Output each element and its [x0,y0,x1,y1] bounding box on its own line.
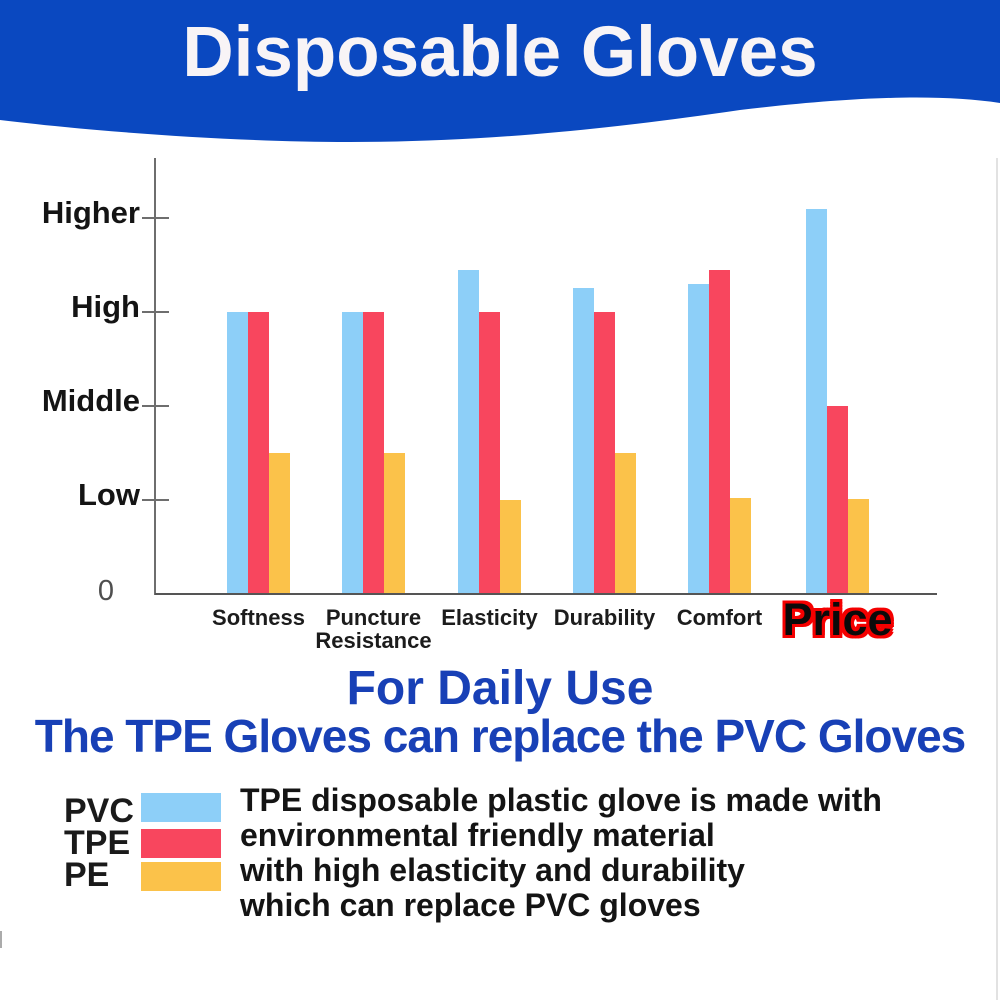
x-axis-label-price: Price [782,594,893,645]
legend-label-pe: PE [64,856,110,894]
bar-pvc-comfort [688,284,709,594]
bar-tpe-comfort [709,270,730,594]
tagline-replace: The TPE Gloves can replace the PVC Glove… [34,710,966,762]
bar-pvc-puncture [342,312,363,594]
description-line: environmental friendly material [240,817,715,853]
description-line: TPE disposable plastic glove is made wit… [240,782,882,818]
description-line: with high elasticity and durability [240,852,745,888]
bar-pe-softness [269,453,290,594]
y-axis-label-middle: Middle [41,383,140,418]
bar-pvc-elasticity [458,270,479,594]
header-banner: Disposable Gloves [0,0,1000,150]
bar-tpe-puncture [363,312,384,594]
bar-pvc-price [806,209,827,594]
legend-swatch-pvc [141,793,221,822]
bar-pe-elasticity [500,500,521,594]
bar-tpe-elasticity [479,312,500,594]
screen-edge-artifact [0,931,2,948]
y-axis-label-0: 0 [97,575,114,607]
bar-pe-durability [615,453,636,594]
y-axis-line [154,158,156,595]
x-axis-line [155,593,937,595]
description-line: which can replace PVC gloves [240,887,701,923]
y-axis-label-high: High [71,289,140,324]
bar-pvc-softness [227,312,248,594]
legend-label-pvc: PVC [64,792,134,830]
y-axis-tick-high [142,311,169,313]
y-axis-tick-higher [142,217,169,219]
legend-swatch-tpe [141,829,221,858]
y-axis-tick-low [142,499,169,501]
x-axis-label-comfort: Comfort [676,605,763,630]
screen-edge-artifact [996,158,998,1000]
y-axis-label-higher: Higher [41,195,140,230]
x-axis-label-puncture: Puncture Resistance [315,605,432,653]
x-axis-label-softness: Softness [212,605,305,630]
bar-pe-puncture [384,453,405,594]
x-axis-label-elasticity: Elasticity [441,605,538,630]
bar-tpe-price [827,406,848,594]
x-axis-label-durability: Durability [553,605,656,630]
y-axis-tick-middle [142,405,169,407]
bar-pvc-durability [573,288,594,594]
banner-wave-shape [0,0,1000,142]
legend-swatch-pe [141,862,221,891]
banner-title: Disposable Gloves [182,13,818,92]
bar-tpe-softness [248,312,269,594]
tagline-daily-use: For Daily Use [346,662,654,715]
bar-tpe-durability [594,312,615,594]
legend-label-tpe: TPE [64,824,131,862]
y-axis-label-low: Low [78,477,140,512]
bar-pe-price [848,499,869,594]
bar-pe-comfort [730,498,751,594]
